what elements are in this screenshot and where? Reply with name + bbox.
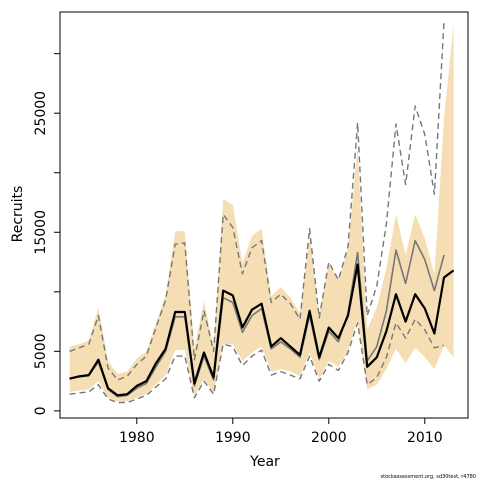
- y-tick-label-0: 0: [33, 406, 49, 415]
- comparison-lower-ci-line: [69, 318, 445, 404]
- y-axis-title: Recruits: [10, 186, 26, 243]
- y-tick-label-25000: 25000: [33, 91, 49, 136]
- x-tick-label-2000: 2000: [311, 430, 347, 446]
- y-tick-label-5000: 5000: [33, 333, 49, 369]
- comparison-upper-ci-line: [69, 21, 445, 381]
- comparison-line: [69, 239, 445, 398]
- plot-frame: [59, 11, 469, 419]
- y-tick-label-15000: 15000: [33, 210, 49, 255]
- confidence-band: [69, 23, 454, 402]
- estimate-line: [69, 263, 455, 397]
- x-axis-title: Year: [249, 454, 280, 470]
- credit-text: stockassessment.org, sd30test, r4780: [381, 474, 477, 480]
- x-tick-label-2010: 2010: [407, 430, 443, 446]
- x-tick-label-1990: 1990: [215, 430, 251, 446]
- x-tick-label-1980: 1980: [119, 430, 155, 446]
